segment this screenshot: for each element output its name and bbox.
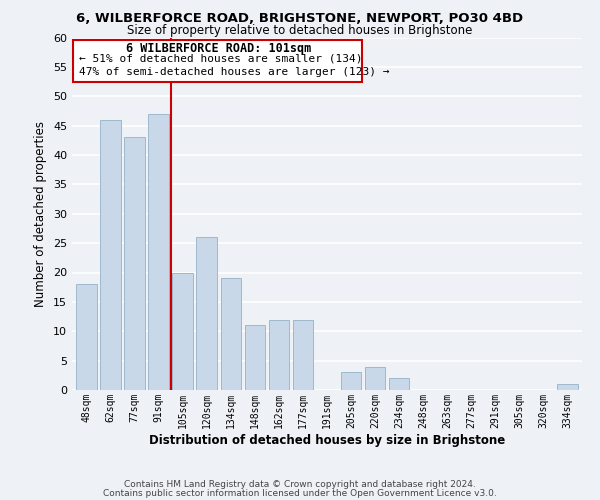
Text: ← 51% of detached houses are smaller (134): ← 51% of detached houses are smaller (13… xyxy=(79,54,363,64)
Bar xyxy=(100,120,121,390)
Text: Size of property relative to detached houses in Brighstone: Size of property relative to detached ho… xyxy=(127,24,473,37)
Text: 47% of semi-detached houses are larger (123) →: 47% of semi-detached houses are larger (… xyxy=(79,67,390,77)
FancyBboxPatch shape xyxy=(73,40,362,82)
Text: Contains HM Land Registry data © Crown copyright and database right 2024.: Contains HM Land Registry data © Crown c… xyxy=(124,480,476,489)
X-axis label: Distribution of detached houses by size in Brighstone: Distribution of detached houses by size … xyxy=(149,434,505,446)
Bar xyxy=(124,138,145,390)
Text: 6, WILBERFORCE ROAD, BRIGHSTONE, NEWPORT, PO30 4BD: 6, WILBERFORCE ROAD, BRIGHSTONE, NEWPORT… xyxy=(76,12,524,26)
Bar xyxy=(269,320,289,390)
Text: Contains public sector information licensed under the Open Government Licence v3: Contains public sector information licen… xyxy=(103,488,497,498)
Bar xyxy=(76,284,97,390)
Bar xyxy=(148,114,169,390)
Y-axis label: Number of detached properties: Number of detached properties xyxy=(34,120,47,306)
Bar xyxy=(172,272,193,390)
Bar xyxy=(293,320,313,390)
Bar xyxy=(341,372,361,390)
Bar xyxy=(221,278,241,390)
Bar xyxy=(196,238,217,390)
Text: 6 WILBERFORCE ROAD: 101sqm: 6 WILBERFORCE ROAD: 101sqm xyxy=(126,42,311,55)
Bar xyxy=(365,366,385,390)
Bar xyxy=(389,378,409,390)
Bar xyxy=(557,384,578,390)
Bar xyxy=(245,326,265,390)
